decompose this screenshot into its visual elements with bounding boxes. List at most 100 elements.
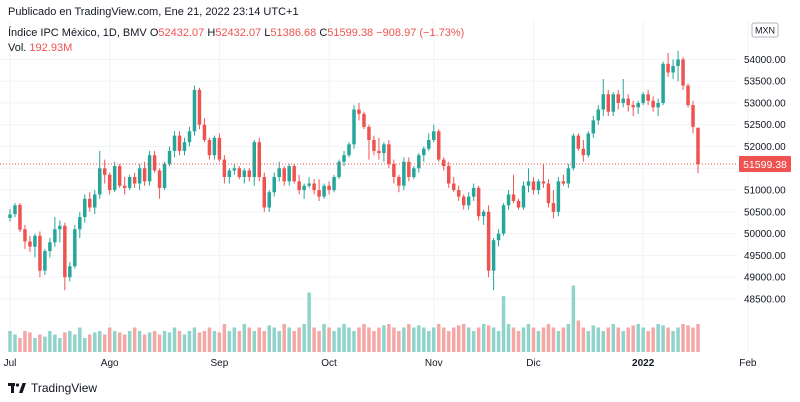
candle-body[interactable]	[167, 150, 172, 164]
candle-body[interactable]	[521, 185, 526, 208]
candle-body[interactable]	[427, 139, 431, 149]
candle-body[interactable]	[432, 131, 436, 140]
candle-body[interactable]	[267, 192, 271, 208]
candle-body[interactable]	[277, 168, 281, 177]
candle-body[interactable]	[417, 155, 421, 169]
candle-body[interactable]	[192, 89, 197, 132]
candle-body[interactable]	[561, 181, 566, 184]
candle-body[interactable]	[541, 181, 546, 184]
candle-body[interactable]	[377, 150, 381, 154]
candle-body[interactable]	[28, 241, 32, 247]
candle-body[interactable]	[137, 168, 142, 184]
candle-body[interactable]	[227, 170, 232, 177]
candle-body[interactable]	[601, 94, 606, 110]
candle-body[interactable]	[197, 89, 202, 125]
candle-body[interactable]	[546, 183, 551, 204]
candle-body[interactable]	[576, 135, 581, 149]
candle-body[interactable]	[152, 155, 157, 171]
candle-body[interactable]	[646, 94, 650, 101]
candle-body[interactable]	[367, 126, 371, 140]
candle-body[interactable]	[516, 200, 521, 208]
candle-body[interactable]	[187, 131, 192, 143]
candle-body[interactable]	[696, 127, 700, 164]
candle-body[interactable]	[422, 148, 426, 156]
candle-body[interactable]	[581, 148, 586, 156]
candle-body[interactable]	[38, 235, 42, 271]
candle-body[interactable]	[162, 163, 167, 188]
candle-body[interactable]	[471, 187, 476, 197]
candle-body[interactable]	[671, 65, 675, 73]
candle-body[interactable]	[481, 211, 486, 217]
candle-body[interactable]	[382, 144, 386, 154]
candle-body[interactable]	[102, 168, 107, 175]
tradingview-logo[interactable]: TradingView	[8, 381, 97, 395]
candle-body[interactable]	[172, 135, 177, 151]
candle-body[interactable]	[621, 98, 625, 103]
candle-body[interactable]	[441, 159, 446, 167]
candle-body[interactable]	[456, 190, 461, 197]
candle-body[interactable]	[327, 185, 331, 191]
candle-body[interactable]	[486, 211, 491, 271]
candle-body[interactable]	[357, 109, 361, 114]
candle-body[interactable]	[446, 166, 451, 184]
candle-body[interactable]	[511, 194, 516, 201]
candle-body[interactable]	[53, 229, 57, 243]
candle-body[interactable]	[222, 159, 227, 177]
candle-body[interactable]	[97, 168, 102, 195]
candle-body[interactable]	[566, 168, 571, 184]
candle-body[interactable]	[122, 185, 127, 188]
candle-body[interactable]	[337, 161, 341, 177]
candle-body[interactable]	[437, 131, 441, 160]
candle-body[interactable]	[68, 266, 72, 278]
candle-body[interactable]	[212, 137, 217, 156]
candle-body[interactable]	[127, 177, 132, 188]
candle-body[interactable]	[412, 168, 416, 177]
candle-body[interactable]	[526, 181, 531, 186]
candle-body[interactable]	[132, 177, 137, 184]
candle-body[interactable]	[147, 155, 152, 182]
candle-body[interactable]	[302, 185, 306, 191]
candle-body[interactable]	[651, 100, 655, 108]
candle-body[interactable]	[626, 98, 630, 106]
candle-body[interactable]	[606, 94, 611, 112]
candle-body[interactable]	[307, 183, 311, 186]
candle-body[interactable]	[556, 181, 561, 212]
candle-body[interactable]	[177, 135, 182, 151]
candle-body[interactable]	[117, 166, 122, 186]
candle-body[interactable]	[666, 63, 670, 73]
candle-body[interactable]	[292, 166, 296, 182]
candle-body[interactable]	[641, 94, 645, 103]
candle-body[interactable]	[182, 142, 187, 151]
candle-body[interactable]	[272, 177, 276, 193]
candle-body[interactable]	[8, 214, 12, 218]
candle-body[interactable]	[501, 205, 506, 234]
candle-body[interactable]	[63, 225, 67, 278]
chart-area[interactable]: 54000.00 53500.00 53000.00 52500.00 52000.00…	[0, 20, 800, 372]
candle-body[interactable]	[631, 105, 635, 108]
candle-body[interactable]	[342, 155, 346, 162]
candle-body[interactable]	[551, 203, 556, 212]
candle-body[interactable]	[247, 170, 252, 177]
candle-body[interactable]	[83, 198, 87, 218]
candle-body[interactable]	[142, 168, 147, 182]
candle-body[interactable]	[506, 194, 511, 206]
candle-body[interactable]	[676, 59, 680, 66]
currency-badge[interactable]	[751, 22, 779, 38]
candle-body[interactable]	[496, 233, 501, 241]
candle-body[interactable]	[372, 139, 376, 151]
candle-body[interactable]	[536, 181, 541, 191]
candle-body[interactable]	[217, 137, 222, 160]
candles[interactable]	[8, 50, 700, 291]
candle-body[interactable]	[571, 135, 576, 169]
candle-body[interactable]	[13, 205, 17, 215]
candle-body[interactable]	[451, 183, 456, 191]
candle-body[interactable]	[531, 181, 536, 191]
candle-body[interactable]	[362, 113, 366, 127]
candle-body[interactable]	[262, 177, 267, 208]
candle-body[interactable]	[661, 63, 665, 103]
chart-canvas[interactable]: 54000.00 53500.00 53000.00 52500.00 52000.00…	[0, 20, 800, 372]
candle-body[interactable]	[287, 166, 291, 182]
candle-body[interactable]	[297, 181, 301, 191]
candle-body[interactable]	[257, 142, 262, 177]
candle-body[interactable]	[242, 170, 247, 177]
